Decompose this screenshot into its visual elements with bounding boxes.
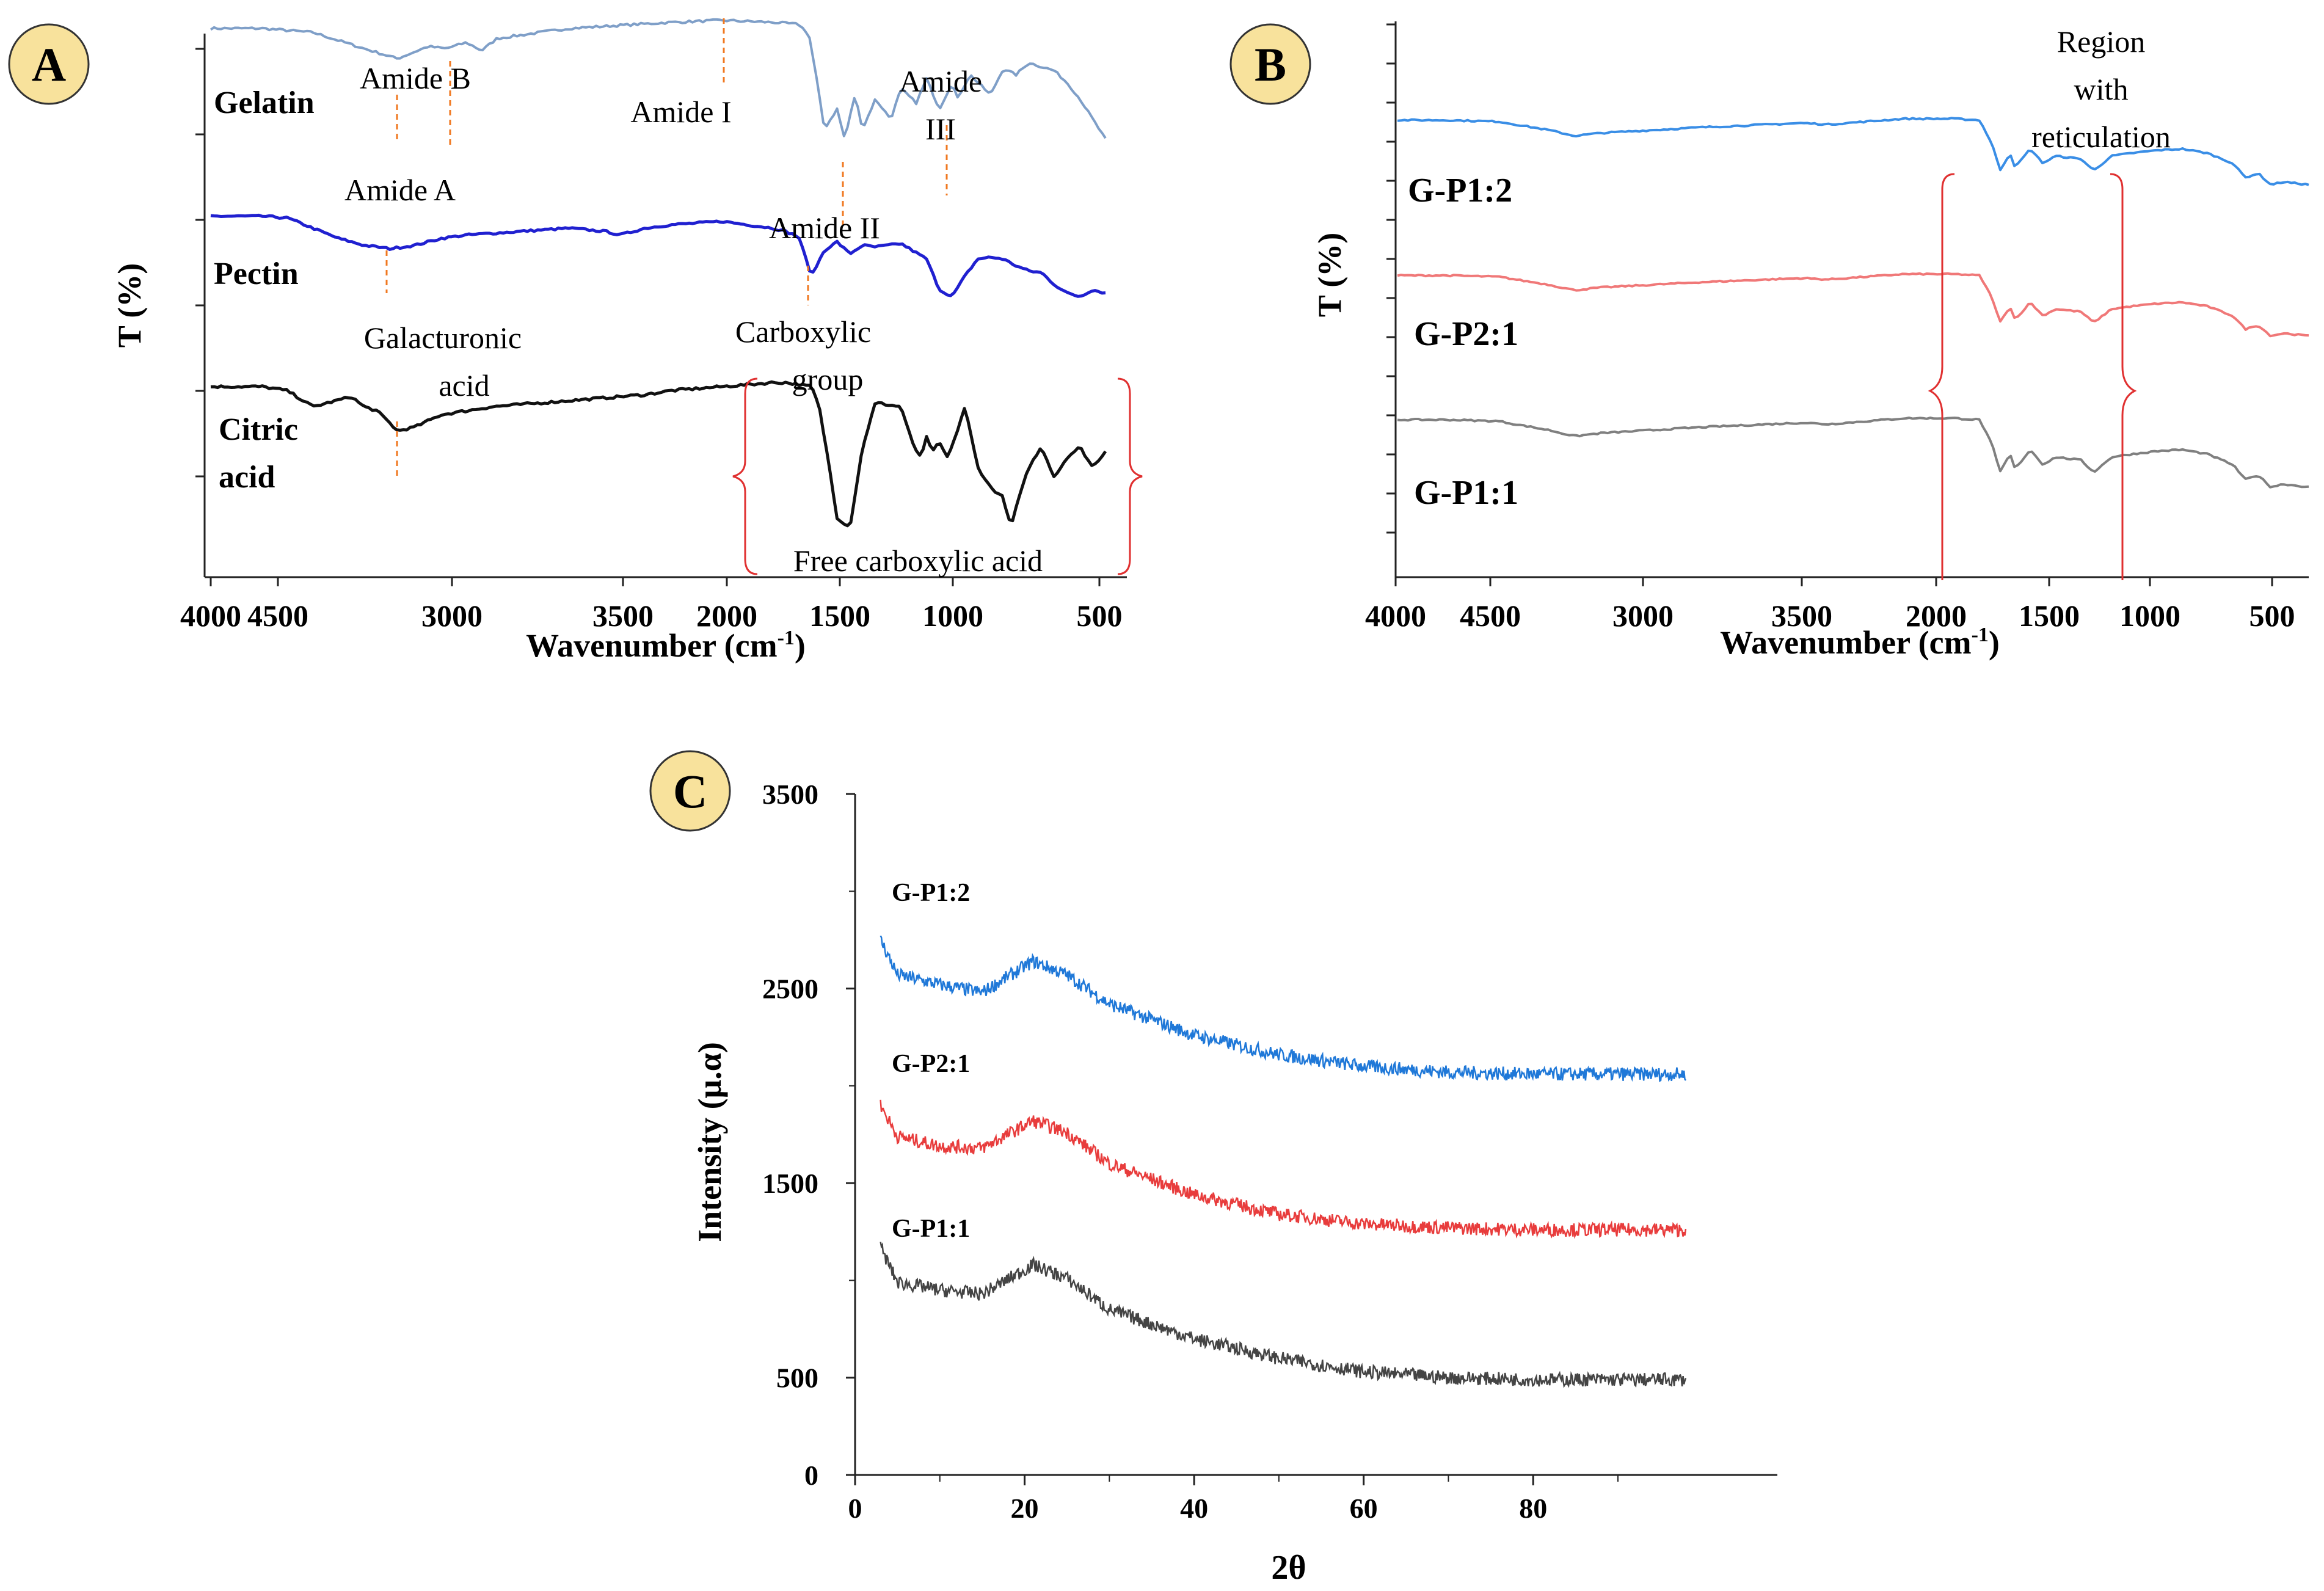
panel-c-x-label: 2θ [1271,1549,1306,1587]
panel-a-y-label: T (%) [111,263,148,348]
brace-left-b [1928,173,1955,580]
panel-b-x-tick-label: 1000 [2119,599,2180,633]
brace-right-b [2110,173,2137,580]
panel-b-x-label: Wavenumber (cm-1) [1720,624,2000,661]
panel-c-y-ticks: 3500 2500 1500 500 0 [762,779,855,1491]
series-c-gp12 [880,935,1687,1082]
panel-c: C 3500 2500 1500 500 0 0 20 40 60 80 Intensity (… [649,750,1777,1587]
panel-a-y-ticks [195,48,205,478]
panel-b-x-tick-label: 3500 [1771,599,1832,633]
brace-right-a [1117,377,1143,575]
annot-carboxylic-2: group [792,362,864,396]
series-gelatin [209,18,1107,139]
panel-c-x-tick-label: 0 [848,1493,862,1524]
panel-c-badge-circle [649,750,731,832]
panel-a-x-tick-label: 4000 [180,599,241,633]
panel-b: B 4000 4500 3000 3500 2000 1500 1000 500 T (%) … [1229,21,2309,661]
panel-c-badge: C [673,765,707,818]
panel-c-x-ticks: 0 20 40 60 80 [848,1475,1619,1524]
label-c-gp12: G-P1:2 [892,879,970,907]
panel-c-series [880,935,1687,1388]
panel-a-badge: A [32,38,66,91]
panel-b-x-tick-label: 1500 [2019,599,2080,633]
label-citric-2: acid [219,460,275,495]
annot-amide-iii-1: Amide [899,64,982,98]
panel-a-series [209,18,1107,528]
annot-carboxylic-1: Carboxylic [735,315,871,349]
annot-amide-i: Amide I [630,95,731,129]
panel-a-x-tick-label: 2000 [696,599,757,633]
panel-b-x-ticks: 4000 4500 3000 3500 2000 1500 1000 500 [1365,577,2295,633]
panel-c-x-tick-label: 80 [1519,1493,1547,1524]
panel-b-badge-circle [1229,23,1311,105]
series-citric-acid [210,380,1107,528]
label-c-gp11: G-P1:1 [892,1215,970,1243]
panel-c-y-tick-label: 2500 [762,974,818,1005]
label-c-gp21: G-P2:1 [892,1050,970,1078]
label-citric-1: Citric [219,412,298,447]
series-b-gp12 [1397,117,2309,186]
panel-c-x-tick-label: 40 [1180,1493,1208,1524]
annot-amide-ii: Amide II [769,211,880,245]
panel-a-x-tick-label: 1000 [922,599,983,633]
series-b-gp21 [1397,272,2309,338]
panel-b-x-tick-label: 3000 [1612,599,1674,633]
panel-a-x-tick-label: 500 [1077,599,1123,633]
series-b-gp11 [1397,417,2309,489]
panel-a-x-label: Wavenumber (cm-1) [526,627,806,664]
annot-free-carboxylic: Free carboxylic acid [793,544,1043,578]
panel-c-x-tick-label: 20 [1011,1493,1039,1524]
region-label-2: with [2074,72,2129,106]
panel-c-y-tick-label: 500 [776,1363,818,1394]
series-c-gp21 [880,1099,1687,1239]
panel-b-x-tick-label: 2000 [1906,599,1967,633]
label-b-gp11: G-P1:1 [1414,474,1518,512]
annot-galacturonic-1: Galacturonic [364,321,522,355]
panel-b-x-tick-label: 4000 [1365,599,1426,633]
panel-b-y-label: T (%) [1311,233,1348,318]
annot-amide-b: Amide B [360,61,471,95]
label-pectin: Pectin [214,257,299,291]
annot-amide-iii-2: III [925,112,956,146]
panel-b-y-ticks [1386,23,1396,534]
series-pectin [210,213,1106,298]
brace-left-a [732,377,758,575]
panel-a-x-tick-label: 4500 [247,599,308,633]
panel-a-x-tick-label: 3500 [592,599,654,633]
panel-a-markers [385,18,948,479]
panel-b-series [1397,117,2309,489]
series-c-gp11 [880,1242,1687,1388]
panel-b-x-tick-label: 4500 [1460,599,1521,633]
panel-c-y-tick-label: 1500 [762,1168,818,1199]
region-label-1: Region [2057,24,2145,59]
annot-amide-a: Amide A [344,173,456,207]
panel-a-badge-circle [8,23,90,105]
panel-b-x-tick-label: 500 [2249,599,2295,633]
panel-a-x-tick-label: 1500 [809,599,870,633]
panel-c-x-tick-label: 60 [1350,1493,1378,1524]
panel-c-y-tick-label: 3500 [762,779,818,810]
label-gelatin: Gelatin [214,86,315,120]
panel-a-x-tick-label: 3000 [421,599,483,633]
panel-c-y-label: Intensity (μ.α) [691,1042,728,1242]
panel-a-x-ticks: 4000 4500 3000 3500 2000 1500 1000 500 [180,577,1123,633]
label-b-gp12: G-P1:2 [1408,172,1512,209]
label-b-gp21: G-P2:1 [1414,315,1518,353]
panel-a: A 4000 4500 3000 3500 2000 1500 1000 500 T (%) … [8,18,1143,664]
region-label-3: reticulation [2031,120,2171,154]
annot-galacturonic-2: acid [439,368,489,402]
panel-c-y-tick-label: 0 [804,1460,818,1491]
panel-b-badge: B [1255,38,1286,91]
